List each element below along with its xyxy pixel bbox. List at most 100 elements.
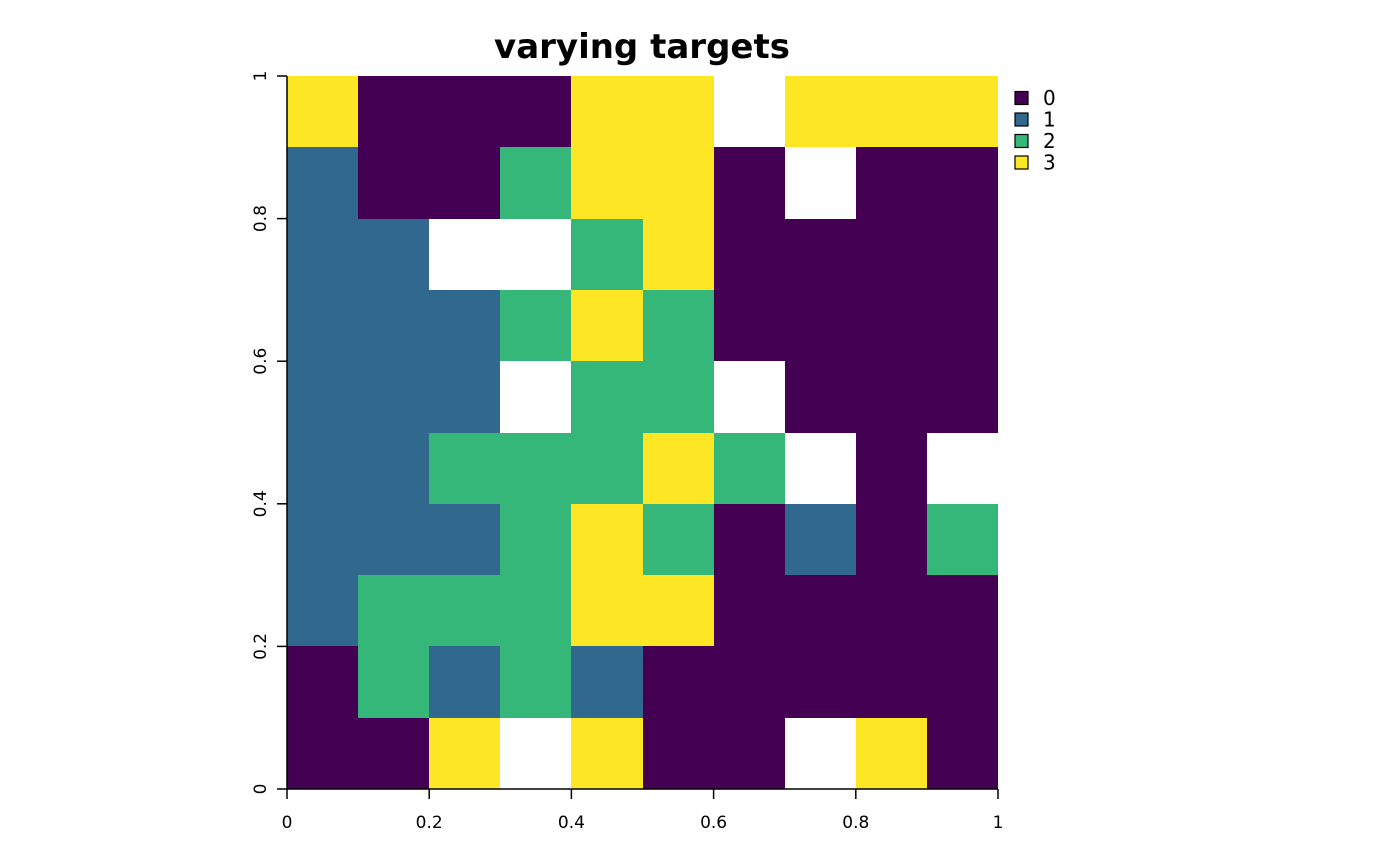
heatmap-cell: [643, 290, 714, 361]
heatmap-cell: [500, 147, 571, 219]
heatmap-cell: [785, 575, 856, 646]
heatmap-cell: [287, 504, 358, 575]
heatmap-cell: [500, 433, 571, 504]
heatmap-cell: [429, 76, 500, 147]
heatmap-cell: [856, 147, 927, 219]
heatmap-cell: [643, 219, 714, 290]
heatmap-cell: [927, 219, 998, 290]
heatmap-cell: [287, 361, 358, 433]
heatmap-cell: [643, 718, 714, 789]
heatmap-cell: [287, 433, 358, 504]
heatmap-cell: [571, 147, 643, 219]
heatmap-cell: [927, 76, 998, 147]
legend-swatch: [1014, 155, 1029, 170]
heatmap-cell: [571, 575, 643, 646]
heatmap-cell: [429, 646, 500, 718]
heatmap-cell: [785, 504, 856, 575]
heatmap-cell: [856, 76, 927, 147]
heatmap-cell: [571, 361, 643, 433]
x-tick-label: 0: [282, 813, 293, 833]
heatmap-cell: [358, 361, 429, 433]
heatmap-cell: [358, 76, 429, 147]
heatmap-cell: [643, 147, 714, 219]
heatmap-cell: [429, 504, 500, 575]
heatmap-cell: [429, 219, 500, 290]
heatmap-cell: [500, 718, 571, 789]
heatmap-cell: [500, 575, 571, 646]
legend-label: 0: [1043, 86, 1056, 110]
heatmap-cell: [785, 433, 856, 504]
heatmap-cell: [358, 646, 429, 718]
heatmap-cells: [287, 76, 998, 789]
heatmap-cell: [643, 433, 714, 504]
heatmap-cell: [927, 646, 998, 718]
heatmap-cell: [429, 361, 500, 433]
heatmap-cell: [358, 433, 429, 504]
y-tick-label: 0.8: [251, 205, 271, 232]
legend-label: 1: [1043, 108, 1056, 132]
legend-swatch: [1014, 112, 1029, 127]
heatmap-cell: [785, 646, 856, 718]
heatmap-cell: [714, 433, 785, 504]
heatmap-cell: [714, 646, 785, 718]
heatmap-cell: [927, 290, 998, 361]
heatmap-cell: [571, 718, 643, 789]
heatmap-cell: [714, 290, 785, 361]
heatmap-cell: [571, 433, 643, 504]
y-tick-label: 0.6: [251, 348, 271, 375]
heatmap-cell: [714, 575, 785, 646]
y-tick-label: 0: [251, 784, 271, 795]
heatmap-cell: [429, 718, 500, 789]
heatmap-cell: [287, 219, 358, 290]
axes: 0 0.2 0.4 0.6 0.8 1 0 0.2 0.4 0.6 0.8 1: [251, 71, 1003, 833]
heatmap-cell: [785, 361, 856, 433]
heatmap-cell: [785, 147, 856, 219]
heatmap-cell: [927, 361, 998, 433]
legend-swatch: [1014, 133, 1029, 149]
y-tick-label: 0.4: [251, 490, 271, 517]
heatmap-cell: [429, 575, 500, 646]
heatmap-cell: [287, 76, 358, 147]
heatmap-cell: [714, 504, 785, 575]
x-tick-label: 0.2: [416, 813, 443, 833]
heatmap-cell: [643, 646, 714, 718]
heatmap-cell: [714, 361, 785, 433]
heatmap-cell: [714, 718, 785, 789]
heatmap-cell: [500, 290, 571, 361]
legend-label: 3: [1043, 151, 1056, 175]
legend-swatch: [1014, 90, 1029, 106]
heatmap-cell: [287, 718, 358, 789]
heatmap-cell: [927, 504, 998, 575]
heatmap-cell: [358, 504, 429, 575]
x-tick-label: 1: [993, 813, 1004, 833]
heatmap-cell: [785, 718, 856, 789]
y-tick-label: 1: [251, 71, 271, 82]
heatmap-cell: [856, 433, 927, 504]
heatmap-cell: [856, 575, 927, 646]
heatmap-cell: [643, 361, 714, 433]
heatmap-cell: [643, 76, 714, 147]
heatmap-cell: [358, 219, 429, 290]
heatmap-cell: [571, 504, 643, 575]
heatmap-cell: [358, 575, 429, 646]
heatmap-cell: [856, 361, 927, 433]
heatmap-cell: [358, 718, 429, 789]
heatmap-cell: [358, 290, 429, 361]
heatmap-cell: [927, 147, 998, 219]
heatmap-cell: [714, 76, 785, 147]
chart-title: varying targets: [494, 27, 790, 67]
heatmap-cell: [856, 290, 927, 361]
heatmap-cell: [643, 575, 714, 646]
heatmap-cell: [856, 646, 927, 718]
legend-label: 2: [1043, 129, 1056, 153]
heatmap-cell: [500, 361, 571, 433]
heatmap-cell: [714, 219, 785, 290]
heatmap-cell: [571, 219, 643, 290]
x-tick-label: 0.6: [700, 813, 727, 833]
heatmap-cell: [856, 504, 927, 575]
heatmap-cell: [927, 433, 998, 504]
heatmap-cell: [429, 290, 500, 361]
heatmap-cell: [429, 433, 500, 504]
heatmap-cell: [287, 290, 358, 361]
